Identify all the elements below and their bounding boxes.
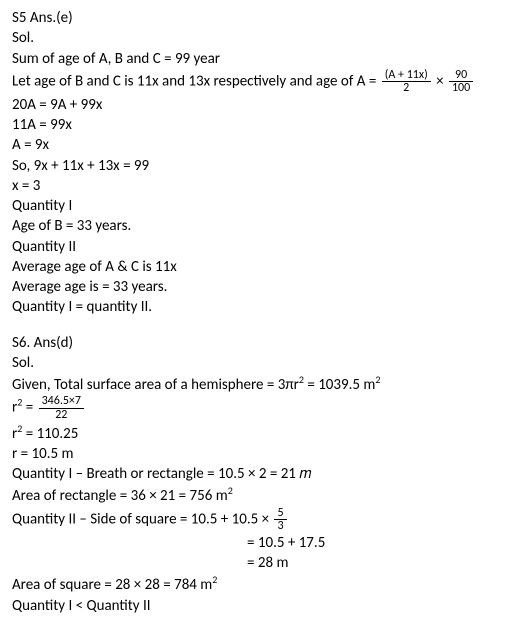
s6-line11: Quantity I < Quantity II [12,596,503,616]
s6-line2: r2 = 346.5×722 [12,395,503,421]
s6-line7: Quantity II – Side of square = 10.5 + 10… [12,507,503,533]
s6-line9: = 28 m [12,553,503,573]
frac-5-3: 53 [274,507,286,533]
frac-90-100: 90100 [449,69,473,95]
s5-line13: Quantity I = quantity II. [12,297,503,317]
s5-sol: Sol. [12,28,503,48]
s6-heading: S6. Ans(d) [12,333,503,353]
s6-sol: Sol. [12,353,503,373]
s6-line4: r = 10.5 m [12,444,503,464]
s6-line7a: Quantity II – Side of square = 10.5 + 10… [12,510,272,528]
sq4: 2 [228,484,233,497]
s6-line6: Area of rectangle = 36 × 21 = 756 m2 [12,484,503,506]
s5-line3: 20A = 9A + 99x [12,95,503,115]
s5-line7: x = 3 [12,176,503,196]
s6-line8: = 10.5 + 17.5 [12,533,503,553]
s5-line2-text: Let age of B and C is 11x and 13x respec… [12,72,380,90]
sq5: 2 [212,573,217,586]
s5-line10: Quantity II [12,237,503,257]
eq1: = [22,399,36,417]
s6-line10a: Area of square = 28 × 28 = 784 m [12,576,212,594]
s5-line12: Average age is = 33 years. [12,277,503,297]
s6-line5: Quantity I – Breath or rectangle = 10.5 … [12,464,503,484]
times: × [433,72,447,90]
s6-line3b: = 110.25 [22,425,78,443]
s6-line1: Given, Total surface area of a hemispher… [12,373,503,395]
s6-line1a: Given, Total surface area of a hemispher… [12,376,299,394]
s5-heading: S5 Ans.(e) [12,8,503,28]
s5-line2: Let age of B and C is 11x and 13x respec… [12,69,503,95]
s6-line1b: = 1039.5 m [304,376,375,394]
sq1u: 2 [375,373,380,386]
s6-line3: r2 = 110.25 [12,422,503,444]
s5-line11: Average age of A & C is 11x [12,257,503,277]
s6-line6a: Area of rectangle = 36 × 21 = 756 m [12,487,228,505]
s6-line10: Area of square = 28 × 28 = 784 m2 [12,573,503,595]
s5-line9: Age of B = 33 years. [12,216,503,236]
frac-346: 346.5×722 [39,395,84,421]
s5-line4: 11A = 99x [12,115,503,135]
s5-line5: A = 9x [12,135,503,155]
s5-line1: Sum of age of A, B and C = 99 year [12,49,503,69]
s5-line8: Quantity I [12,196,503,216]
s5-line6: So, 9x + 11x + 13x = 99 [12,156,503,176]
spacer [12,318,503,333]
frac-a-11x-2: (A + 11x)2 [382,69,431,95]
